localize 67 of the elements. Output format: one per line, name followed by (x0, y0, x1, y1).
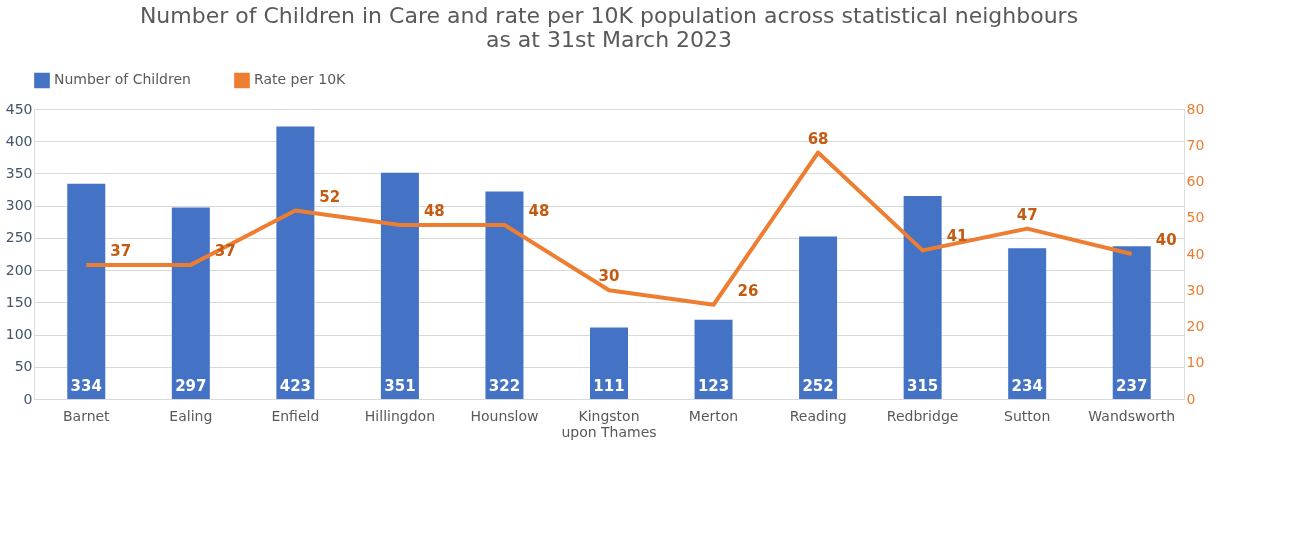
y2-tick-label: 70 (1186, 136, 1205, 153)
line-series (84, 150, 1134, 307)
data-label: 123 (697, 377, 730, 395)
y-tick-label: 150 (5, 293, 33, 310)
y2-tick-label: 20 (1186, 318, 1205, 334)
x-tick-label: Hillingdon (364, 407, 435, 424)
y2-tick-label: 0 (1186, 390, 1196, 407)
data-label: 41 (946, 227, 968, 246)
data-label: 37 (110, 241, 132, 260)
data-label: 252 (802, 377, 834, 395)
x-tick-label: Wandsworth (1088, 407, 1176, 424)
bar (276, 126, 315, 399)
y-tick-label: 400 (5, 132, 33, 149)
y-tick-label: 250 (5, 229, 33, 246)
bar (590, 327, 628, 399)
data-label: 423 (279, 377, 312, 395)
bar (380, 172, 419, 399)
x-tick-label: Kingston upon Thames (561, 407, 657, 440)
data-label: 68 (807, 129, 829, 148)
bar (799, 236, 838, 399)
data-label: 315 (906, 377, 939, 395)
y-tick-label: 0 (23, 390, 33, 407)
y2-tick-label: 80 (1186, 100, 1205, 117)
x-tick-label: Merton (688, 407, 739, 424)
y-tick-label: 350 (5, 164, 33, 181)
y-tick-label: 200 (5, 261, 33, 278)
data-label: 52 (319, 187, 341, 206)
data-label: 40 (1155, 231, 1177, 249)
bar (1008, 248, 1047, 399)
bar (903, 196, 942, 399)
data-label: 351 (384, 377, 416, 395)
y-tick-label: 100 (5, 326, 33, 343)
data-label: 297 (175, 377, 207, 395)
legend-label: Number of Children (54, 71, 191, 88)
x-tick-label: Reading (789, 407, 847, 424)
x-tick-label: Enfield (271, 407, 320, 424)
data-label: 322 (488, 377, 521, 395)
bar (67, 183, 106, 399)
y-tick-label: 50 (14, 358, 33, 375)
bar (694, 319, 733, 399)
data-label: 30 (598, 267, 620, 286)
data-label: 334 (70, 377, 102, 395)
data-label: 234 (1011, 377, 1043, 395)
y2-tick-label: 30 (1186, 281, 1205, 298)
data-label: 237 (1116, 377, 1148, 395)
y2-tick-label: 10 (1186, 354, 1205, 371)
bar (1112, 246, 1151, 399)
legend-label: Rate per 10K (254, 71, 347, 88)
x-tick-label: Barnet (62, 407, 111, 424)
y-tick-label: 450 (5, 100, 33, 117)
text: as at 31st March 2023 (485, 27, 733, 52)
bar (171, 207, 210, 399)
data-label: 111 (593, 377, 625, 395)
data-label: 48 (528, 202, 550, 220)
text: Number of Children in Care and rate per 10K population across statistical neighbours (139, 3, 1079, 28)
data-label: 47 (1016, 205, 1038, 224)
x-tick-label: Ealing (169, 407, 213, 424)
y2-tick-label: 60 (1186, 173, 1205, 189)
x-tick-label: Hounslow (470, 407, 539, 424)
data-label: 26 (737, 281, 759, 300)
x-tick-label: Sutton (1004, 407, 1051, 424)
x-tick-label: Redbridge (886, 407, 959, 424)
y2-tick-label: 50 (1186, 209, 1205, 226)
bar (485, 191, 524, 399)
y-tick-label: 300 (5, 197, 33, 214)
data-label: 48 (423, 202, 445, 220)
y2-tick-label: 40 (1186, 245, 1205, 262)
